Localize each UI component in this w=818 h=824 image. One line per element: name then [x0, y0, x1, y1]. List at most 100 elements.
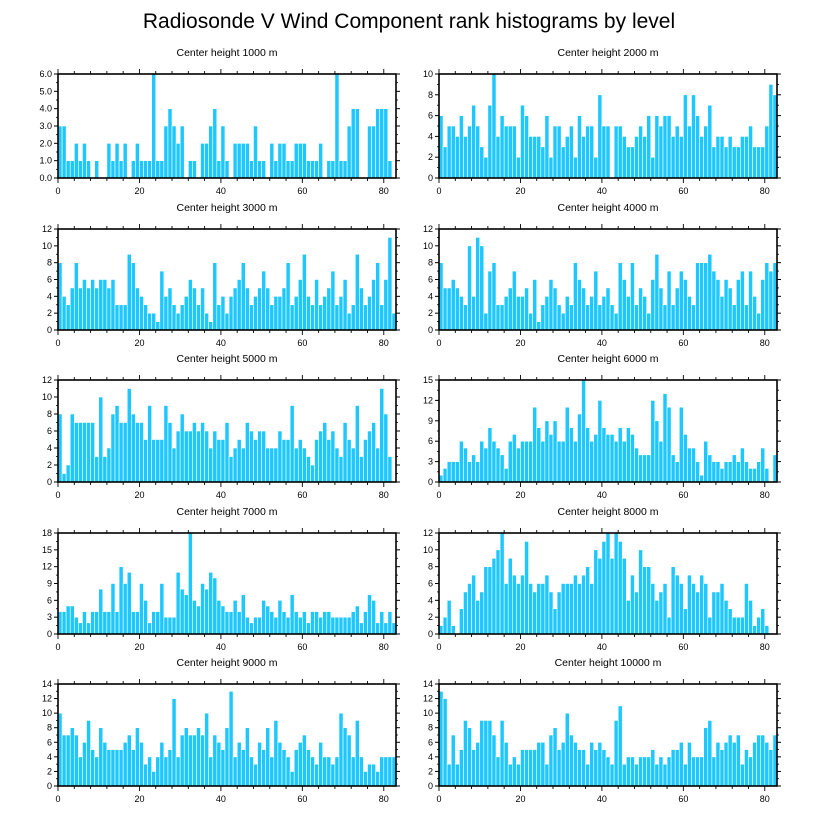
- panel-5-bar: [102, 456, 108, 483]
- panel-3-bar: [249, 304, 254, 331]
- panel-9-ytick-label: 14: [42, 679, 52, 689]
- panel-5-bar: [379, 388, 385, 483]
- panel-7-bar: [363, 611, 368, 635]
- panel-10-bar: [467, 727, 472, 787]
- panel-1-bar: [232, 143, 238, 179]
- panel-7-bar: [212, 577, 218, 635]
- panel-7-bar: [135, 611, 140, 635]
- panel-4-bar: [687, 296, 692, 331]
- panel-2-xtick-label: 20: [515, 186, 525, 196]
- panel-5-bar: [122, 422, 128, 483]
- panel-10-xtick-label: 80: [760, 794, 770, 804]
- panel-7-bar: [289, 594, 295, 635]
- panel-8-bar: [499, 532, 505, 635]
- panel-10-bar: [646, 756, 652, 787]
- panel-4-bar: [491, 262, 497, 331]
- panel-2-bar: [491, 73, 497, 179]
- panel-7-bar: [147, 622, 152, 635]
- panel-10-ytick-label: 10: [423, 708, 433, 718]
- panel-1-bar: [354, 108, 360, 179]
- panel-9-bar: [143, 763, 148, 787]
- panel-6-bar: [450, 461, 456, 483]
- panel-8-bar: [564, 583, 570, 635]
- panel-10-ytick-label: 4: [428, 752, 433, 762]
- panel-9-bar: [163, 756, 169, 787]
- panel-3-bar: [106, 287, 112, 331]
- panel-4-bar: [691, 304, 696, 331]
- panel-5-bar: [216, 439, 222, 483]
- panel-5-bar: [135, 422, 140, 483]
- panel-2-bar: [544, 115, 550, 179]
- panel-10-bar: [483, 720, 489, 787]
- panel-10-bar: [748, 756, 753, 787]
- panel-2-bar: [719, 136, 725, 179]
- panel-5-bar: [179, 413, 185, 483]
- panel-3-bar: [383, 279, 389, 331]
- panel-6-bar: [683, 434, 688, 483]
- panel-1-bar: [179, 125, 185, 179]
- panel-10-bar: [442, 698, 448, 787]
- panel-4-ytick-label: 6: [428, 275, 433, 285]
- panel-4-bar: [544, 296, 550, 331]
- panel-7-bar: [350, 611, 356, 635]
- panel-10-ytick-label: 0: [428, 781, 433, 791]
- panel-4-bar: [658, 287, 664, 331]
- panel-6-bar: [727, 461, 733, 483]
- panel-7-bar: [114, 611, 120, 635]
- panel-6-bar: [744, 461, 749, 483]
- panel-6-bar: [666, 406, 672, 483]
- panel-2-xtick-label: 40: [597, 186, 607, 196]
- panel-8-ytick-label: 10: [423, 545, 433, 555]
- panel-8-bar: [483, 566, 489, 635]
- panel-4-bar: [532, 279, 538, 331]
- panel-3-bar: [273, 296, 279, 331]
- panel-5-bar: [82, 422, 87, 483]
- panel-9-bar: [135, 727, 140, 787]
- panel-6-bar: [495, 447, 501, 483]
- panel-7-xtick-label: 60: [297, 642, 307, 652]
- panel-10-bar: [503, 741, 509, 787]
- panel-6-bar: [528, 440, 533, 483]
- panel-4-bar: [577, 279, 582, 331]
- panel-1-bar: [167, 108, 173, 179]
- panel-4-bar: [442, 287, 448, 331]
- panel-5-bar: [346, 439, 352, 483]
- panel-4-ytick-label: 0: [428, 325, 433, 335]
- panel-9-bar: [371, 763, 376, 787]
- panel-9-bar: [126, 734, 132, 787]
- panel-2-bar: [621, 136, 627, 179]
- panel-6-bar: [577, 413, 582, 483]
- panel-2-bar: [727, 136, 733, 179]
- panel-3-bar: [338, 296, 344, 331]
- panel-4-title: Center height 4000 m: [558, 202, 659, 214]
- panel-4-ytick-label: 2: [428, 308, 433, 318]
- panel-5-bar: [196, 430, 201, 483]
- panel-6-bar: [711, 461, 717, 483]
- panel-1-bar: [285, 160, 291, 179]
- panel-5-bar: [192, 422, 197, 483]
- panel-9-bar: [367, 763, 372, 787]
- panel-3-bar: [65, 304, 71, 331]
- panel-1-bar: [383, 108, 389, 179]
- panel-8-bar: [536, 583, 542, 635]
- panel-9-ytick-label: 2: [47, 766, 52, 776]
- panel-2-bar: [471, 104, 476, 179]
- panel-8-bar: [507, 557, 513, 635]
- panel-6-bar: [613, 440, 619, 483]
- panel-10-bar: [548, 734, 554, 787]
- panel-10-bar: [740, 763, 745, 787]
- panel-9-bar: [375, 771, 381, 787]
- panel-8-bar: [723, 600, 729, 635]
- panel-8-ytick-label: 0: [428, 629, 433, 639]
- panel-8-bar: [552, 608, 558, 635]
- panel-1-bar: [281, 143, 287, 179]
- panel-9-bar: [387, 756, 393, 787]
- panel-9-ytick-label: 4: [47, 752, 52, 762]
- panel-3-bar: [240, 262, 246, 331]
- panel-1-bar: [175, 143, 181, 179]
- panel-5-bar: [289, 405, 295, 483]
- panel-7-bar: [346, 616, 352, 635]
- panel-6-bar: [475, 461, 481, 483]
- panel-3-bar: [151, 312, 157, 331]
- panel-8-bar: [495, 549, 501, 635]
